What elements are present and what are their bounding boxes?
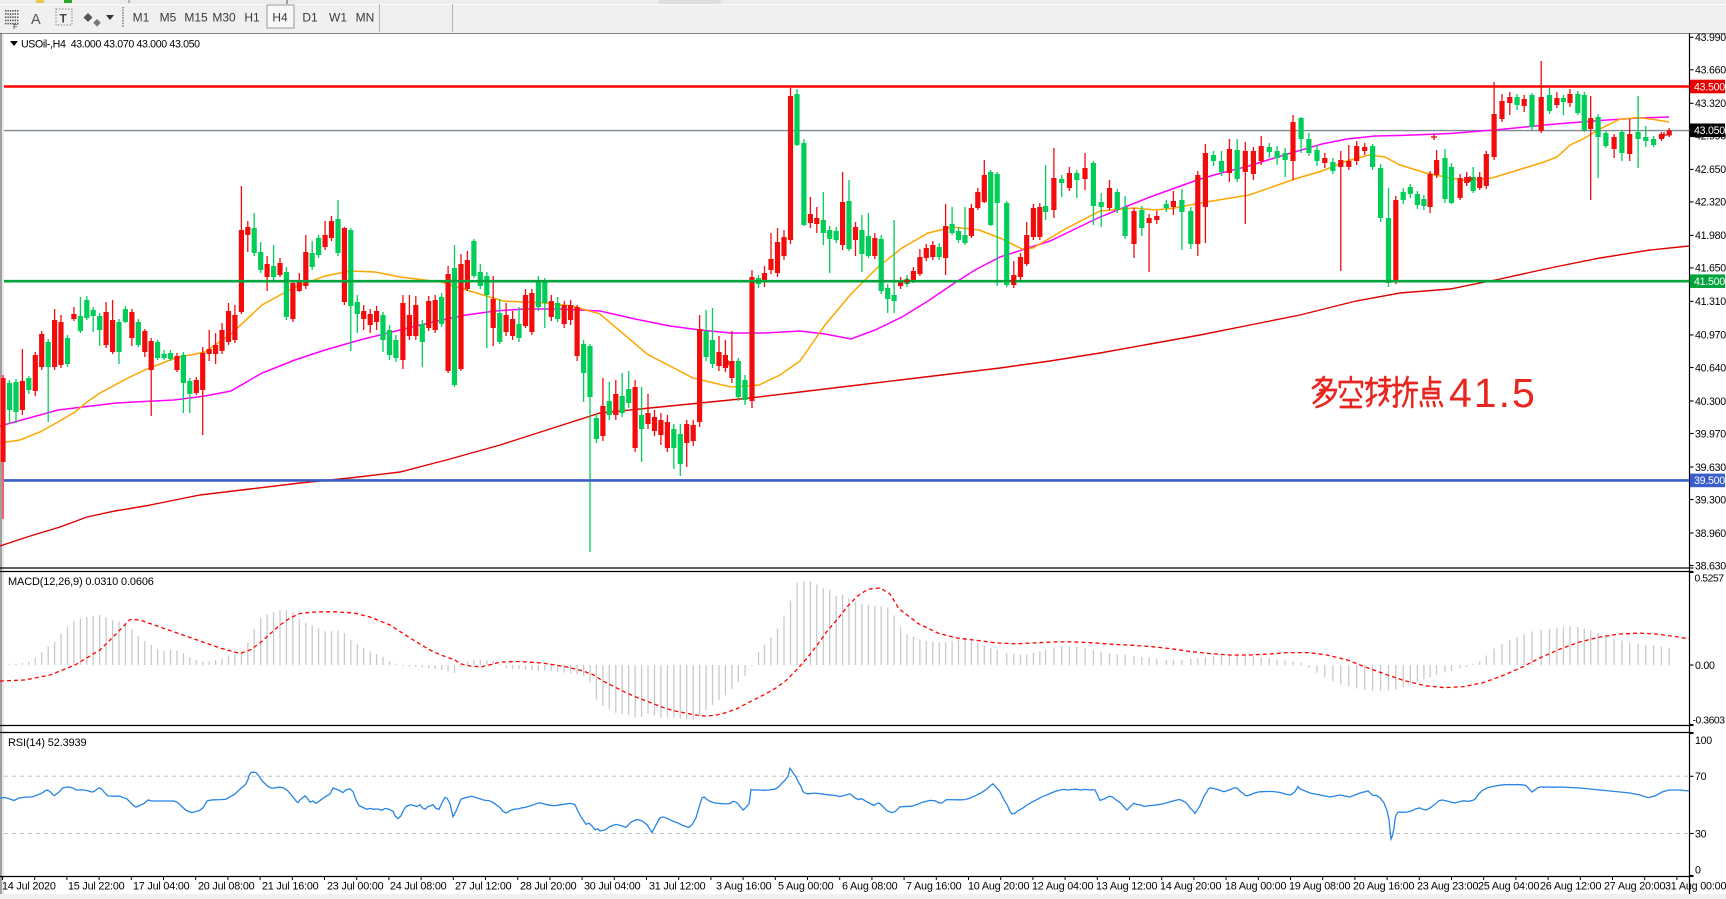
svg-text:M15: M15 (184, 11, 208, 25)
svg-text:A: A (31, 12, 41, 28)
svg-text:7 Aug 16:00: 7 Aug 16:00 (906, 881, 962, 893)
svg-text:MACD(12,26,9) 0.0310 0.0606: MACD(12,26,9) 0.0310 0.0606 (8, 576, 154, 588)
svg-text:38.630: 38.630 (1695, 560, 1726, 572)
svg-text:41.500: 41.500 (1694, 276, 1725, 288)
svg-text:13 Aug 12:00: 13 Aug 12:00 (1096, 881, 1157, 893)
svg-text:25 Aug 04:00: 25 Aug 04:00 (1478, 881, 1539, 893)
svg-text:12 Aug 04:00: 12 Aug 04:00 (1032, 881, 1093, 893)
svg-text:H1: H1 (244, 11, 260, 25)
svg-text:5 Aug 00:00: 5 Aug 00:00 (778, 881, 834, 893)
svg-text:H4: H4 (272, 11, 288, 25)
svg-text:20 Jul 08:00: 20 Jul 08:00 (198, 881, 255, 893)
svg-text:USOil-,H4 43.000 43.070 43.00: USOil-,H4 43.000 43.070 43.000 43.050 (21, 39, 200, 51)
svg-text:19 Aug 08:00: 19 Aug 08:00 (1289, 881, 1350, 893)
svg-text:M1: M1 (133, 11, 150, 25)
svg-text:39.300: 39.300 (1695, 494, 1726, 506)
svg-text:-0.3603: -0.3603 (1693, 715, 1726, 726)
svg-text:24 Jul 08:00: 24 Jul 08:00 (390, 881, 447, 893)
svg-text:3 Aug 16:00: 3 Aug 16:00 (716, 881, 772, 893)
svg-text:40.640: 40.640 (1695, 362, 1726, 374)
svg-text:41.980: 41.980 (1695, 230, 1726, 242)
svg-text:100: 100 (1695, 735, 1712, 747)
svg-text:14 Aug 20:00: 14 Aug 20:00 (1160, 881, 1221, 893)
svg-text:14 Jul 2020: 14 Jul 2020 (2, 881, 56, 893)
svg-text:0.5257: 0.5257 (1695, 573, 1725, 584)
svg-text:21 Jul 16:00: 21 Jul 16:00 (262, 881, 319, 893)
svg-text:43.500: 43.500 (1694, 81, 1725, 93)
svg-text:27 Jul 12:00: 27 Jul 12:00 (455, 881, 512, 893)
svg-text:41.5: 41.5 (1449, 370, 1537, 416)
svg-text:39.500: 39.500 (1694, 475, 1725, 487)
svg-text:10 Aug 20:00: 10 Aug 20:00 (968, 881, 1029, 893)
svg-text:18 Aug 00:00: 18 Aug 00:00 (1225, 881, 1286, 893)
svg-text:31 Jul 12:00: 31 Jul 12:00 (649, 881, 706, 893)
svg-text:40.970: 40.970 (1695, 330, 1726, 342)
svg-text:30: 30 (1695, 828, 1707, 840)
svg-text:42.320: 42.320 (1695, 197, 1726, 209)
svg-text:20 Aug 16:00: 20 Aug 16:00 (1353, 881, 1414, 893)
svg-text:17 Jul 04:00: 17 Jul 04:00 (133, 881, 190, 893)
svg-text:41.650: 41.650 (1695, 263, 1726, 275)
svg-text:70: 70 (1695, 771, 1707, 783)
svg-text:0: 0 (1695, 864, 1701, 876)
svg-text:15 Jul 22:00: 15 Jul 22:00 (68, 881, 125, 893)
svg-text:23 Aug 23:00: 23 Aug 23:00 (1417, 881, 1478, 893)
svg-text:0.00: 0.00 (1695, 660, 1715, 672)
svg-text:43.320: 43.320 (1695, 98, 1726, 110)
svg-text:27 Aug 20:00: 27 Aug 20:00 (1604, 881, 1665, 893)
svg-text:38.960: 38.960 (1695, 528, 1726, 540)
svg-text:43.990: 43.990 (1695, 32, 1726, 44)
svg-text:M30: M30 (212, 11, 236, 25)
svg-text:RSI(14) 52.3939: RSI(14) 52.3939 (8, 737, 86, 749)
svg-text:42.650: 42.650 (1695, 164, 1726, 176)
svg-text:M5: M5 (160, 11, 177, 25)
svg-text:41.310: 41.310 (1695, 296, 1726, 308)
svg-text:39.970: 39.970 (1695, 428, 1726, 440)
svg-text:T: T (60, 12, 68, 26)
svg-text:30 Jul 04:00: 30 Jul 04:00 (584, 881, 641, 893)
svg-text:D1: D1 (302, 11, 318, 25)
svg-text:F: F (13, 22, 18, 31)
svg-text:W1: W1 (329, 11, 347, 25)
svg-text:6 Aug 08:00: 6 Aug 08:00 (842, 881, 898, 893)
svg-text:43.050: 43.050 (1694, 125, 1725, 137)
svg-text:28 Jul 20:00: 28 Jul 20:00 (520, 881, 577, 893)
svg-text:40.300: 40.300 (1695, 396, 1726, 408)
svg-text:23 Jul 00:00: 23 Jul 00:00 (327, 881, 384, 893)
svg-text:26 Aug 12:00: 26 Aug 12:00 (1540, 881, 1601, 893)
svg-text:MN: MN (356, 11, 375, 25)
svg-text:31 Aug 00:00: 31 Aug 00:00 (1665, 881, 1726, 893)
svg-text:39.630: 39.630 (1695, 462, 1726, 474)
svg-text:43.660: 43.660 (1695, 65, 1726, 77)
